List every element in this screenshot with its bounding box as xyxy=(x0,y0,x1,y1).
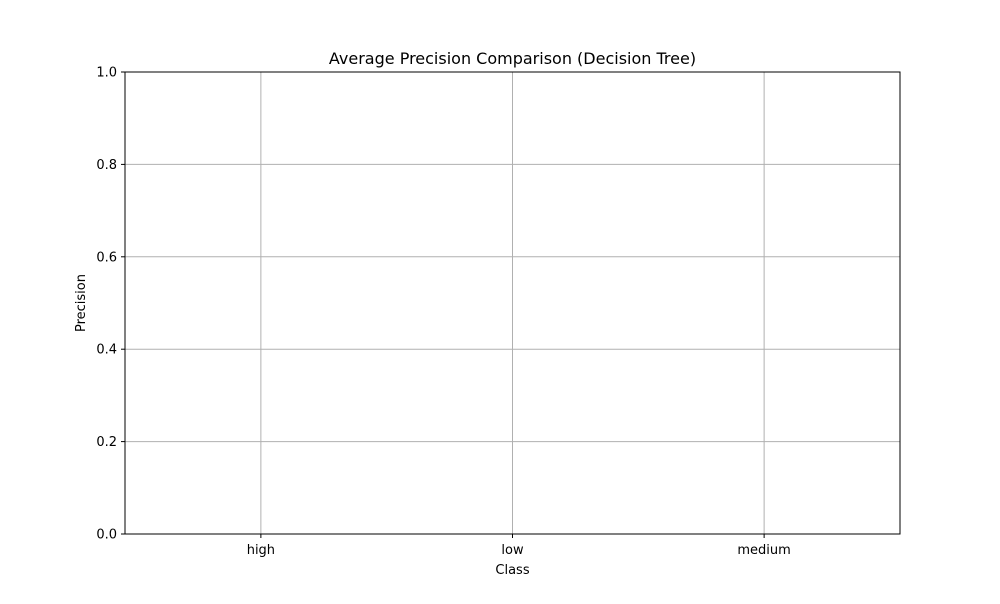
chart-title: Average Precision Comparison (Decision T… xyxy=(329,49,696,68)
x-tick-label: medium xyxy=(737,543,790,558)
x-axis-label: Class xyxy=(495,563,529,578)
y-tick-label: 1.0 xyxy=(96,66,117,81)
y-tick-label: 0.0 xyxy=(96,528,117,543)
y-axis-label: Precision xyxy=(74,274,89,332)
y-tick-label: 0.4 xyxy=(96,343,117,358)
ticks-layer: 0.0 0.2 0.4 0.6 0.8 1.0 high low medium xyxy=(96,66,791,559)
x-tick-label: low xyxy=(501,543,524,558)
x-tick-label: high xyxy=(247,543,275,558)
y-tick-label: 0.6 xyxy=(96,250,117,265)
y-tick-label: 0.8 xyxy=(96,158,117,173)
y-tick-label: 0.2 xyxy=(96,435,117,450)
